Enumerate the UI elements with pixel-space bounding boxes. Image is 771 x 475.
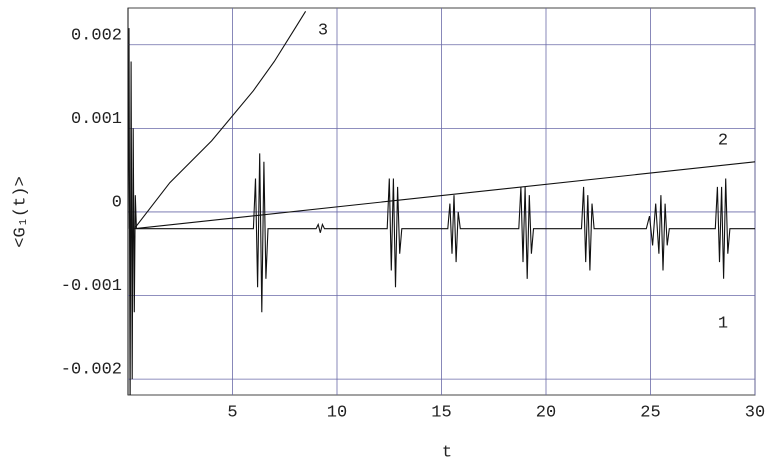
y-axis-label: <G₁(t)> bbox=[11, 176, 30, 247]
series-label: 3 bbox=[318, 21, 328, 40]
x-tick-label: 10 bbox=[327, 403, 347, 422]
y-tick-label: 0.001 bbox=[71, 110, 122, 129]
x-tick-label: 25 bbox=[640, 403, 660, 422]
x-tick-label: 20 bbox=[536, 403, 556, 422]
y-tick-label: -0.001 bbox=[61, 277, 122, 296]
series-line bbox=[134, 161, 755, 230]
x-axis-label: t bbox=[442, 443, 452, 462]
x-tick-label: 30 bbox=[745, 403, 765, 422]
series-label: 2 bbox=[718, 131, 728, 150]
y-tick-label: 0 bbox=[112, 193, 122, 212]
x-tick-label: 15 bbox=[431, 403, 451, 422]
y-tick-label: 0.002 bbox=[71, 26, 122, 45]
series-line bbox=[133, 11, 307, 230]
y-tick-label: -0.002 bbox=[61, 361, 122, 380]
series-line bbox=[128, 28, 755, 395]
x-tick-label: 5 bbox=[227, 403, 237, 422]
series-label: 1 bbox=[718, 314, 728, 333]
